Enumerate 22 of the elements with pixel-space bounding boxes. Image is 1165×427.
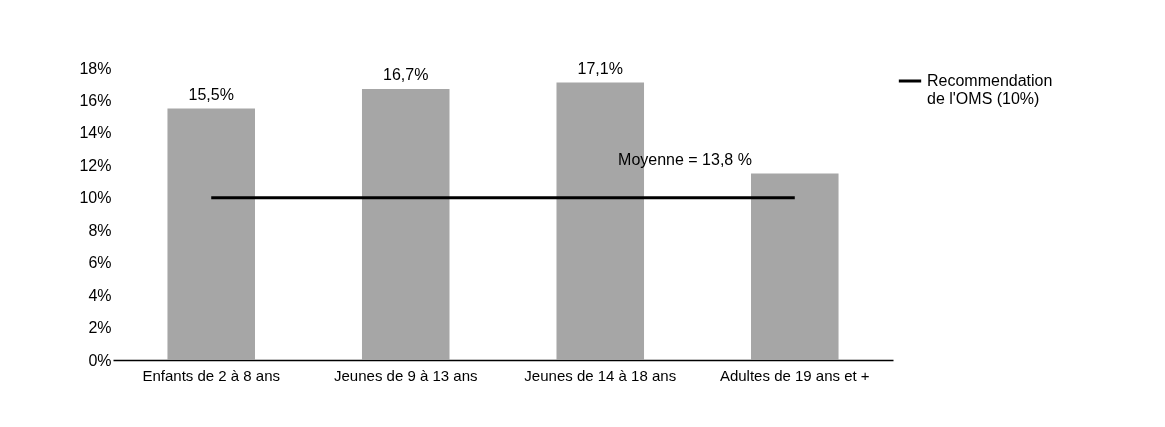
x-tick-label: Jeunes de 9 à 13 ans: [334, 366, 478, 384]
data-label: 15,5%: [188, 85, 234, 103]
x-tick-label: Jeunes de 14 à 18 ans: [524, 366, 677, 384]
bar: [361, 89, 450, 360]
y-tick-label: 4%: [88, 286, 112, 304]
bar: [751, 173, 839, 360]
y-tick-label: 18%: [79, 59, 112, 77]
legend-label: Recommendation de l'OMS (10%): [927, 72, 1053, 107]
y-tick-label: 8%: [88, 221, 112, 239]
y-tick-label: 12%: [79, 156, 112, 174]
x-tick-label: Adultes de 19 ans et +: [719, 366, 870, 384]
data-label: 17,1%: [577, 59, 623, 77]
y-tick-label: 10%: [79, 189, 112, 207]
x-tick-label: Enfants de 2 à 8 ans: [142, 366, 281, 384]
y-tick-label: 6%: [88, 254, 112, 272]
y-tick-label: 16%: [79, 91, 112, 109]
bar: [167, 108, 255, 360]
y-tick-label: 14%: [79, 124, 112, 142]
annotation: Moyenne = 13,8 %: [618, 151, 752, 168]
data-label: 16,7%: [383, 66, 429, 84]
y-tick-label: 2%: [88, 319, 112, 337]
y-tick-label: 0%: [88, 351, 112, 369]
